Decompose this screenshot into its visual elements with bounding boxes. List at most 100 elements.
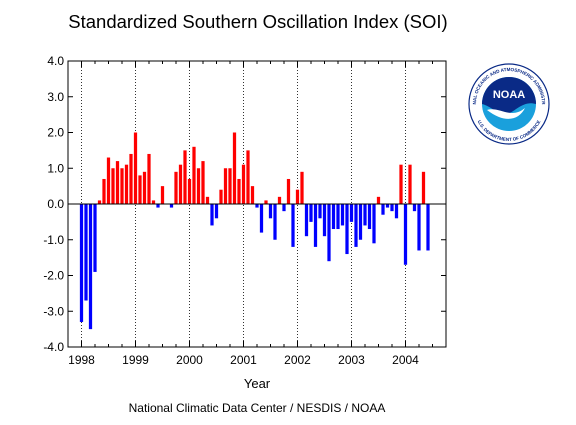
bar-2002-03 [304,204,309,237]
bar-2002-06 [318,204,322,219]
bar-2003-05 [367,204,372,230]
bar-2002-12 [345,204,349,255]
bar-2002-10 [336,204,340,230]
bar-1998-07 [106,157,111,204]
bar-2003-03 [358,204,363,240]
bar-1999-06 [156,204,160,208]
bar-2000-12 [237,178,241,204]
bar-2001-05 [259,204,264,233]
bar-2003-04 [363,204,367,226]
bar-2003-11 [394,204,399,219]
bar-2004-01 [403,204,408,265]
logo-wordmark: NOAA [493,89,525,101]
x-tick-label: 1999 [122,353,149,367]
bar-2000-02 [192,146,196,204]
bar-2001-03 [250,186,255,205]
bar-2000-11 [232,132,237,204]
y-tick-label: 2.0 [47,126,64,140]
x-tick-label: 2003 [338,353,365,367]
y-tick-label: -3.0 [43,304,64,318]
bar-2001-10 [282,204,286,212]
y-tick-label: 4.0 [47,54,64,68]
bar-2002-05 [313,204,318,247]
bar-2002-08 [327,204,331,262]
y-axis-tick-labels: 4.0 3.0 2.0 1.0 0.0 -1.0 -2.0 -3.0 -4.0 [43,54,64,354]
bar-2000-05 [205,196,210,204]
bar-2002-09 [331,204,336,230]
logo-sky-shape [482,77,536,115]
bar-2002-07 [322,204,327,237]
bar-1999-01 [133,132,138,204]
bar-2001-01 [241,164,246,204]
bar-2001-09 [277,196,282,204]
bar-1998-02 [84,204,88,301]
y-tick-label: -1.0 [43,233,64,247]
bar-2000-04 [201,161,205,204]
bar-2001-04 [255,204,259,208]
bar-2003-06 [372,204,376,244]
noaa-logo: NATIONAL OCEANIC AND ATMOSPHERIC ADMINIS… [468,63,550,145]
x-tick-label: 1998 [68,353,95,367]
bar-2000-01 [187,178,192,204]
bar-2003-02 [354,204,358,247]
bar-1998-05 [97,200,102,204]
bar-1998-08 [111,168,115,204]
bar-2003-01 [349,204,354,222]
bar-2000-03 [196,168,201,204]
y-tick-label: 3.0 [47,90,64,104]
bar-2002-04 [309,204,313,222]
bar-1998-06 [102,178,106,204]
bar-2004-03 [412,204,417,212]
bar-2003-10 [390,204,394,212]
bar-2003-07 [376,196,381,204]
bar-2002-02 [300,171,304,204]
x-tick-label: 2000 [176,353,203,367]
bar-2004-02 [408,164,412,204]
bar-1999-02 [138,175,142,204]
bar-1998-11 [124,164,129,204]
bar-2003-12 [399,164,403,204]
bar-series [79,132,430,330]
bar-1998-09 [115,161,120,204]
y-tick-label: -4.0 [43,340,64,354]
bar-2000-10 [228,168,232,204]
bar-2004-06 [426,204,430,251]
bar-2002-11 [340,204,345,226]
x-tick-label: 2004 [392,353,419,367]
bar-2001-08 [273,204,277,240]
bar-2001-07 [268,204,273,219]
chart-title: Standardized Southern Oscillation Index … [68,11,447,32]
bar-1999-12 [183,150,187,205]
bar-2003-09 [385,204,390,208]
bar-1999-03 [142,171,147,204]
bar-1998-01 [79,204,84,322]
bar-1999-04 [147,153,151,204]
bar-2000-06 [210,204,214,226]
bar-2001-12 [291,204,295,247]
bar-1998-10 [120,168,124,204]
bar-2000-07 [214,204,219,219]
bar-2003-08 [381,204,385,215]
y-tick-label: -2.0 [43,269,64,283]
bar-1999-11 [178,164,183,204]
bar-2001-02 [246,150,250,205]
bar-1998-03 [88,204,93,330]
bar-2002-01 [295,189,300,204]
x-tick-label: 2001 [230,353,257,367]
bar-2000-09 [223,168,228,204]
bar-2004-04 [417,204,421,251]
bar-2000-08 [219,189,223,204]
data-credit: National Climatic Data Center / NESDIS /… [129,401,386,415]
y-tick-label: 1.0 [47,161,64,175]
x-axis-tick-labels: 1998 1999 2000 2001 2002 2003 2004 [68,353,419,367]
x-tick-label: 2002 [284,353,311,367]
bar-1999-05 [151,200,156,204]
bar-1998-12 [129,153,133,204]
logo-bird-icon [487,108,525,119]
bar-1998-04 [93,204,97,272]
bar-2001-06 [264,200,268,204]
bar-1999-09 [169,204,174,208]
bar-2001-11 [286,178,291,204]
bar-1999-10 [174,171,178,204]
